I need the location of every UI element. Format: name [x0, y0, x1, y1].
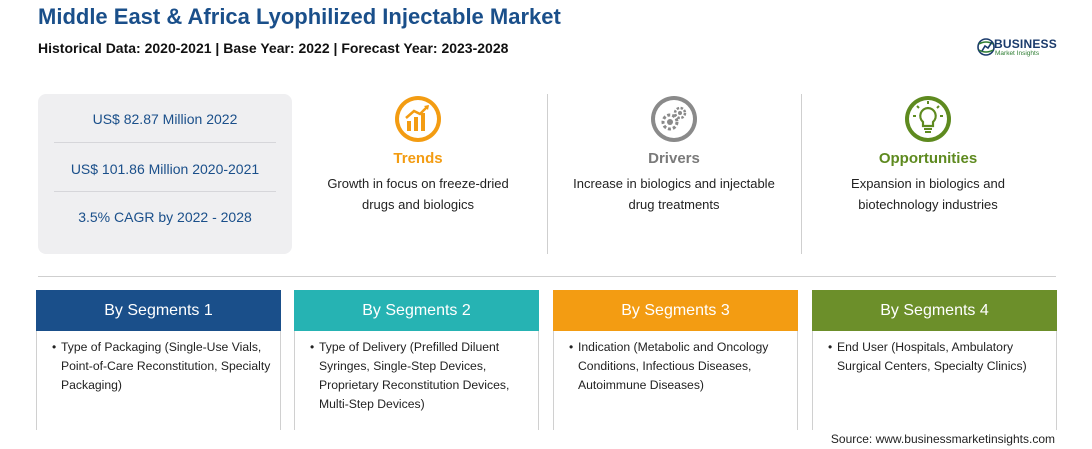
globe-logo-icon: [977, 38, 995, 56]
company-logo: BUSINESS Market Insights: [976, 36, 1066, 60]
segment-card-4: By Segments 4 End User (Hospitals, Ambul…: [812, 290, 1057, 430]
segment-2-body: Type of Delivery (Prefilled Diluent Syri…: [294, 331, 539, 430]
segment-3-header: By Segments 3: [553, 290, 798, 331]
lightbulb-icon: [905, 96, 951, 142]
gears-icon: [651, 96, 697, 142]
stat-historical-value: US$ 101.86 Million 2020-2021: [70, 161, 260, 177]
segment-2-header: By Segments 2: [294, 290, 539, 331]
segment-3-body: Indication (Metabolic and Oncology Condi…: [553, 331, 798, 430]
market-stats-panel: US$ 82.87 Million 2022 US$ 101.86 Millio…: [38, 94, 292, 254]
segment-card-1: By Segments 1 Type of Packaging (Single-…: [36, 290, 281, 430]
segment-1-header: By Segments 1: [36, 290, 281, 331]
segment-card-2: By Segments 2 Type of Delivery (Prefille…: [294, 290, 539, 430]
opportunities-heading: Opportunities: [878, 150, 978, 167]
segment-4-body: End User (Hospitals, Ambulatory Surgical…: [812, 331, 1057, 430]
opportunities-block: Opportunities Expansion in biologics and…: [803, 94, 1053, 254]
page-title: Middle East & Africa Lyophilized Injecta…: [38, 4, 561, 29]
section-divider: [38, 276, 1056, 277]
page-subtitle: Historical Data: 2020-2021 | Base Year: …: [38, 40, 509, 56]
segment-1-body: Type of Packaging (Single-Use Vials, Poi…: [36, 331, 281, 430]
logo-tagline: Market Insights: [995, 50, 1040, 57]
trends-heading: Trends: [393, 150, 443, 167]
trend-chart-icon: [395, 96, 441, 142]
drivers-heading: Drivers: [648, 150, 700, 167]
drivers-text: Increase in biologics and injectable dru…: [573, 176, 775, 212]
column-divider: [801, 94, 802, 254]
opportunities-text: Expansion in biologics and biotechnology…: [851, 176, 1005, 212]
trends-text: Growth in focus on freeze-dried drugs an…: [327, 176, 509, 212]
source-link[interactable]: Source: www.businessmarketinsights.com: [830, 432, 1055, 446]
stat-cagr: 3.5% CAGR by 2022 - 2028: [78, 209, 252, 225]
stat-market-value-2022: US$ 82.87 Million 2022: [92, 111, 238, 127]
column-divider: [547, 94, 548, 254]
trends-block: Trends Growth in focus on freeze-dried d…: [293, 94, 543, 254]
segment-card-3: By Segments 3 Indication (Metabolic and …: [553, 290, 798, 430]
drivers-block: Drivers Increase in biologics and inject…: [549, 94, 799, 254]
segment-4-header: By Segments 4: [812, 290, 1057, 331]
stat-divider: [54, 142, 276, 143]
stat-divider: [54, 191, 276, 192]
logo-wordmark: BUSINESS: [994, 37, 1057, 51]
